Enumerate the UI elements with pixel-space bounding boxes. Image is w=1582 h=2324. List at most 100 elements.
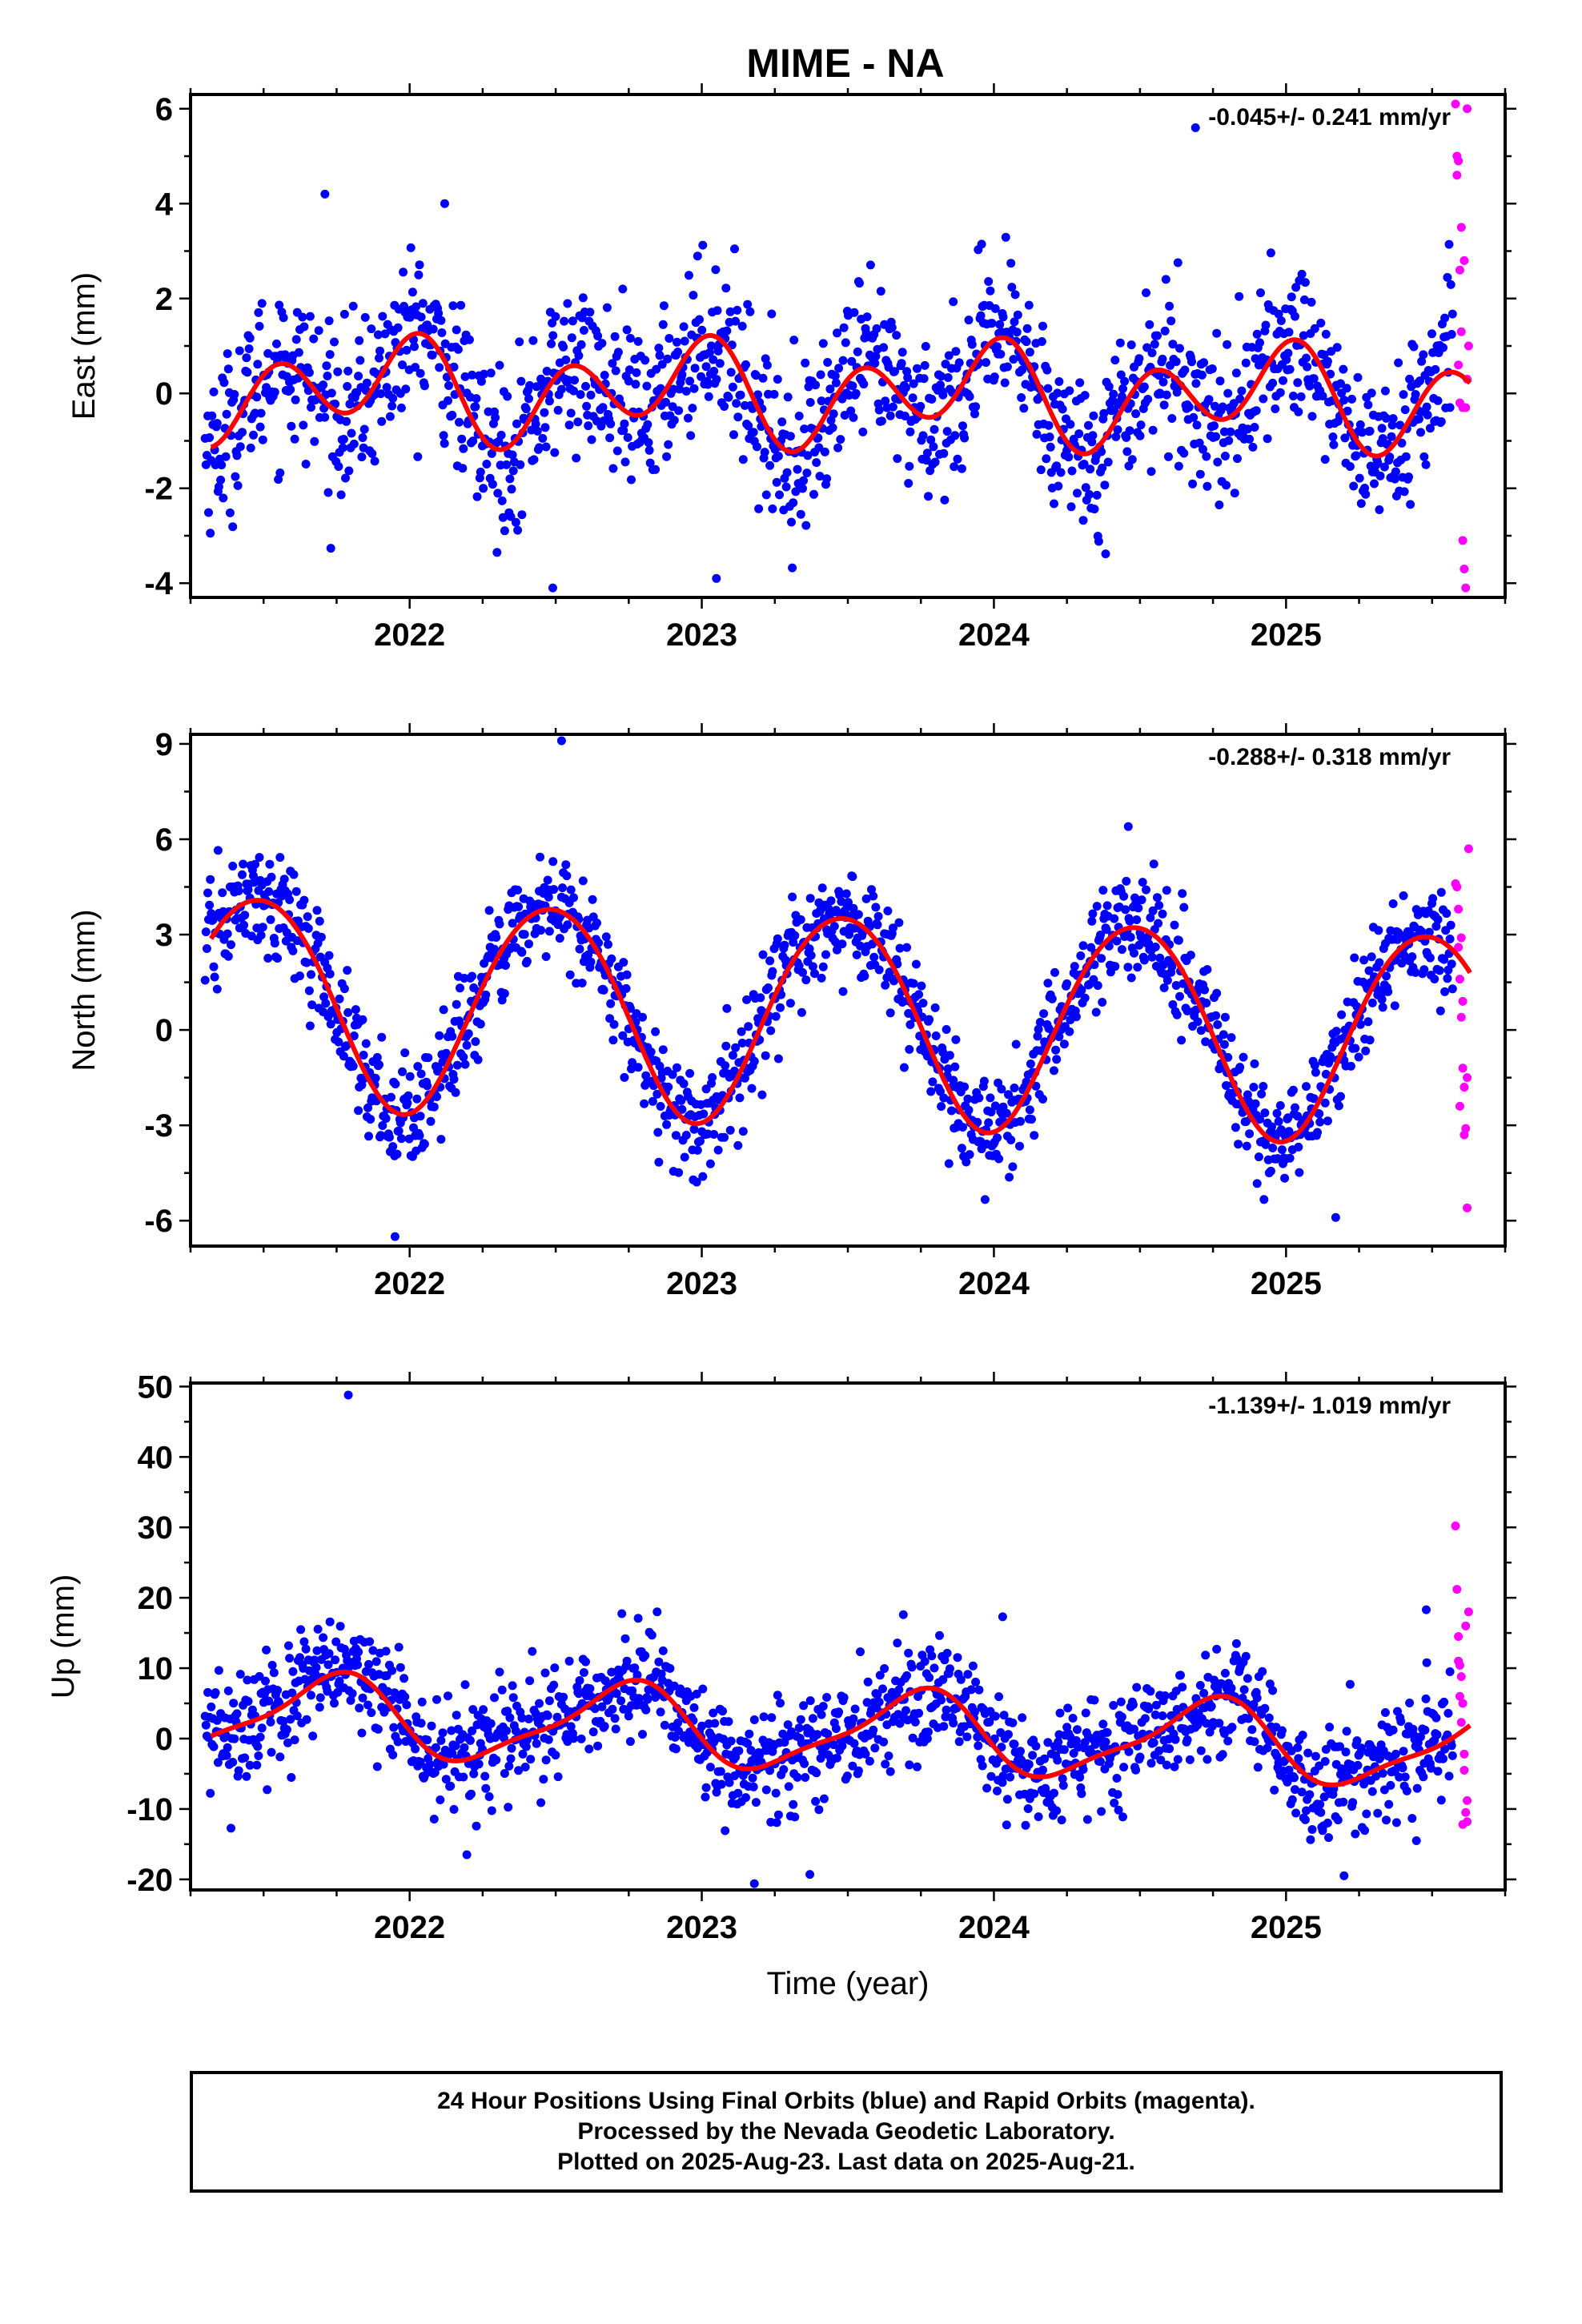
y-tick-label: 50 xyxy=(138,1369,174,1405)
final-orbit-point xyxy=(307,970,315,979)
final-orbit-point xyxy=(448,301,458,311)
final-orbit-point xyxy=(621,983,631,993)
final-orbit-point xyxy=(1160,326,1170,336)
final-orbit-point xyxy=(640,1651,650,1660)
final-orbit-point xyxy=(1218,1750,1227,1759)
final-orbit-point xyxy=(264,887,274,896)
final-orbit-point xyxy=(1302,1806,1311,1815)
final-orbit-point xyxy=(375,346,384,356)
final-orbit-point xyxy=(1170,920,1179,930)
final-orbit-point xyxy=(543,875,552,885)
final-orbit-point xyxy=(708,1073,717,1082)
final-orbit-point xyxy=(728,382,737,392)
final-orbit-point xyxy=(333,1687,343,1697)
final-orbit-point xyxy=(721,1826,730,1835)
final-orbit-point xyxy=(375,1060,383,1069)
final-orbit-point xyxy=(771,1011,781,1021)
final-orbit-point xyxy=(1171,357,1181,367)
final-orbit-point xyxy=(479,1705,488,1715)
final-orbit-point xyxy=(243,1697,253,1706)
final-orbit-point xyxy=(219,907,228,916)
final-orbit-point xyxy=(796,1715,805,1724)
final-orbit-point xyxy=(823,358,833,367)
final-orbit-point xyxy=(957,1144,966,1153)
final-orbit-point xyxy=(1002,1795,1012,1804)
final-orbit-point xyxy=(1150,943,1160,951)
final-orbit-point xyxy=(416,1069,426,1079)
final-orbit-point xyxy=(759,1712,769,1722)
final-orbit-point xyxy=(471,402,480,412)
final-orbit-point xyxy=(495,1667,504,1677)
final-orbit-point xyxy=(323,1660,333,1670)
final-orbit-point xyxy=(459,444,468,453)
final-orbit-point xyxy=(465,1735,475,1745)
final-orbit-point xyxy=(1302,1082,1311,1092)
x-tick-label: 2023 xyxy=(666,617,737,653)
final-orbit-point xyxy=(725,1125,735,1135)
y-tick-label: -10 xyxy=(126,1792,173,1827)
final-orbit-point xyxy=(1085,490,1094,499)
final-orbit-point xyxy=(287,421,296,431)
final-orbit-point xyxy=(565,970,575,979)
final-orbit-point xyxy=(1092,902,1102,911)
final-orbit-point xyxy=(686,431,696,440)
final-orbit-point xyxy=(493,489,503,498)
final-orbit-point xyxy=(553,405,563,415)
final-orbit-point xyxy=(495,919,504,929)
final-orbit-point xyxy=(452,325,461,335)
final-orbit-point xyxy=(1065,1027,1074,1036)
final-orbit-point xyxy=(416,368,425,378)
final-orbit-point xyxy=(1094,537,1103,546)
final-orbit-point xyxy=(1310,324,1319,333)
final-orbit-point xyxy=(593,1741,603,1751)
final-orbit-point xyxy=(1006,1772,1015,1782)
final-orbit-point xyxy=(272,339,281,348)
final-orbit-point xyxy=(808,1714,817,1723)
final-orbit-point xyxy=(773,452,783,461)
final-orbit-point xyxy=(701,1084,711,1094)
final-orbit-point xyxy=(515,337,524,347)
final-orbit-point xyxy=(449,362,459,372)
final-orbit-point xyxy=(460,1743,469,1752)
final-orbit-point xyxy=(922,448,932,458)
final-orbit-point xyxy=(949,1719,958,1728)
final-orbit-point xyxy=(856,941,865,951)
final-orbit-point xyxy=(724,1717,733,1727)
final-orbit-point xyxy=(875,1671,885,1680)
y-tick-label: -20 xyxy=(126,1863,173,1898)
final-orbit-point xyxy=(1146,1687,1155,1696)
final-orbit-point xyxy=(1109,389,1118,399)
final-orbit-point xyxy=(1175,991,1184,1001)
final-orbit-point xyxy=(895,943,905,953)
final-orbit-point xyxy=(308,1731,318,1741)
final-orbit-point xyxy=(315,1693,325,1703)
final-orbit-point xyxy=(396,403,406,412)
final-orbit-point xyxy=(1051,1045,1061,1055)
final-orbit-point xyxy=(524,939,533,949)
final-orbit-point xyxy=(625,333,635,343)
final-orbit-point xyxy=(1405,1699,1415,1707)
final-orbit-point xyxy=(1332,343,1342,352)
final-orbit-point xyxy=(506,512,516,521)
final-orbit-point xyxy=(1227,1683,1236,1693)
final-orbit-point xyxy=(1124,1747,1134,1756)
final-orbit-point xyxy=(388,1142,398,1152)
final-orbit-point xyxy=(664,440,673,449)
final-orbit-point xyxy=(299,895,309,905)
final-orbit-point xyxy=(283,1738,292,1747)
final-orbit-point xyxy=(1397,959,1407,968)
final-orbit-point xyxy=(431,1743,440,1752)
final-orbit-point xyxy=(416,312,426,322)
final-orbit-point xyxy=(492,933,501,942)
final-orbit-point xyxy=(339,435,348,444)
final-orbit-point xyxy=(270,939,279,948)
final-orbit-point xyxy=(311,1663,321,1672)
final-orbit-point xyxy=(1398,1763,1407,1773)
final-orbit-point xyxy=(1323,1818,1332,1827)
final-orbit-point xyxy=(255,853,264,862)
final-orbit-point xyxy=(1407,952,1417,962)
final-orbit-point xyxy=(643,1695,652,1704)
final-orbit-point xyxy=(855,279,864,288)
final-orbit-point xyxy=(223,951,233,961)
final-orbit-point xyxy=(927,1651,937,1661)
